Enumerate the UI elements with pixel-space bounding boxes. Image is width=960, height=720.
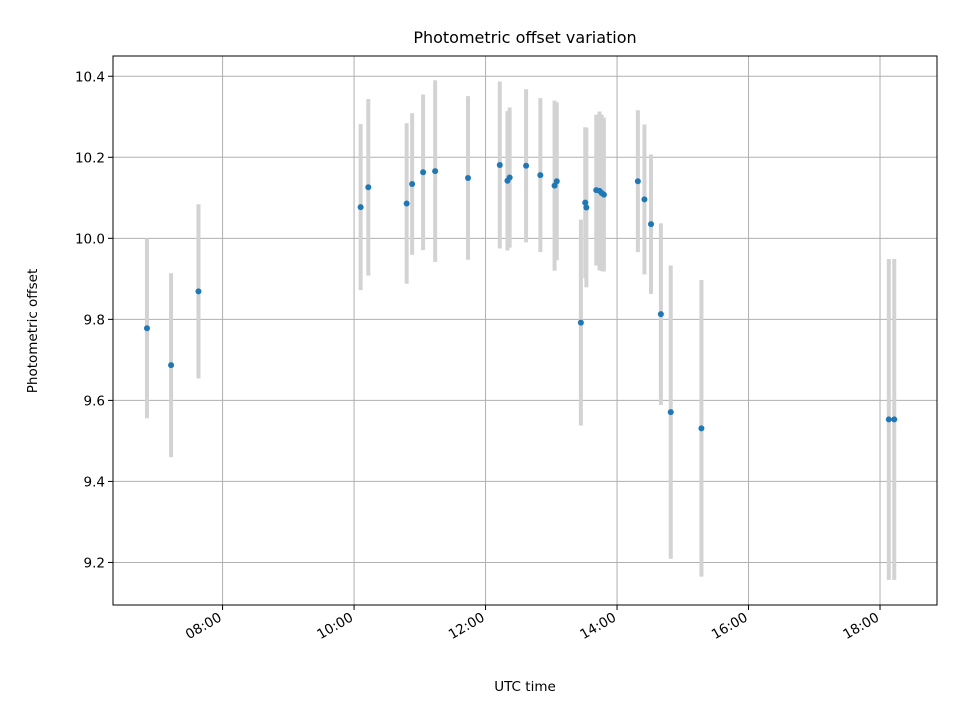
data-point	[432, 168, 439, 175]
data-point	[885, 416, 892, 423]
y-tick-label: 10.4	[75, 69, 105, 85]
data-point	[465, 174, 472, 181]
data-point	[195, 288, 202, 295]
y-tick-label: 9.2	[84, 555, 105, 571]
data-point	[403, 200, 410, 207]
x-axis-label: UTC time	[494, 679, 556, 695]
y-tick-label: 10.2	[75, 150, 105, 166]
y-tick-label: 10.0	[75, 231, 105, 247]
data-point	[551, 182, 558, 189]
data-points	[143, 161, 898, 432]
y-tick-label: 9.4	[84, 474, 105, 490]
data-point	[523, 162, 530, 169]
data-point	[409, 181, 416, 188]
y-tick-label: 9.8	[84, 312, 105, 328]
data-point	[600, 191, 607, 198]
data-point	[641, 196, 648, 203]
data-point	[496, 161, 503, 168]
data-point	[698, 425, 705, 432]
data-point	[582, 199, 589, 206]
data-point	[365, 184, 372, 191]
chart-title: Photometric offset variation	[413, 28, 636, 47]
data-point	[143, 325, 150, 332]
data-point	[537, 172, 544, 179]
data-point	[583, 204, 590, 211]
data-point	[420, 169, 427, 176]
data-point	[648, 221, 655, 228]
data-point	[657, 311, 664, 318]
data-point	[667, 409, 674, 416]
data-point	[891, 416, 898, 423]
data-point	[577, 319, 584, 326]
y-tick-label: 9.6	[84, 393, 105, 409]
data-point	[168, 362, 175, 369]
data-point	[634, 178, 641, 185]
y-axis-label: Photometric offset	[25, 269, 41, 393]
data-point	[357, 204, 364, 211]
data-point	[553, 178, 560, 185]
y-axis-ticks: 9.2 9.4 9.6 9.8 10.0 10.2 10.4	[75, 69, 113, 571]
data-point	[506, 174, 513, 181]
plot-frame	[112, 55, 938, 606]
